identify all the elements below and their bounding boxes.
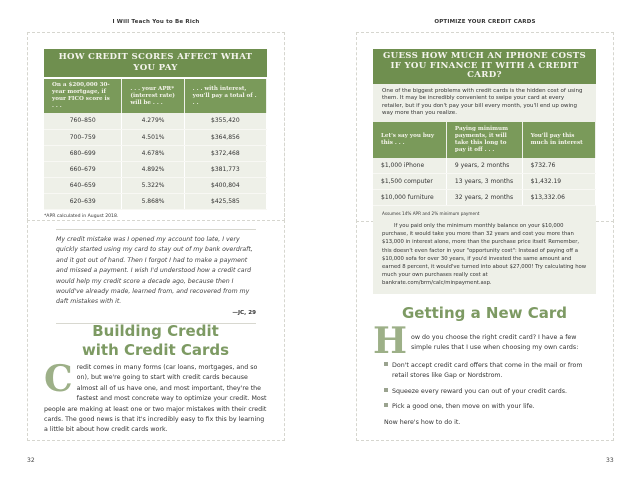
table-row: 700–759 4.501% $364,856 bbox=[44, 129, 268, 146]
cell: $355,420 bbox=[184, 113, 268, 130]
col-header: You'll pay this much in interest bbox=[522, 121, 597, 158]
running-head-right: OPTIMIZE YOUR CREDIT CARDS bbox=[434, 19, 536, 25]
body-text: redit comes in many forms (car loans, mo… bbox=[44, 364, 267, 434]
section-heading: Building Credit with Credit Cards bbox=[44, 322, 267, 360]
col-header: . . . with interest, you'll pay a total … bbox=[184, 79, 268, 113]
cell: 760–850 bbox=[44, 113, 123, 130]
cell: 4.892% bbox=[121, 161, 185, 178]
page-number: 33 bbox=[606, 457, 614, 464]
col-header: On a $200,000 30-year mortgage, if your … bbox=[44, 79, 123, 113]
cell: 620–639 bbox=[44, 193, 123, 210]
box-paragraph: If you paid only the minimum monthly bal… bbox=[382, 223, 587, 287]
credit-score-table: HOW CREDIT SCORES AFFECT WHAT YOU PAY On… bbox=[44, 49, 268, 219]
col-header: Let's say you buy this . . . bbox=[373, 121, 447, 158]
heading-line: with Credit Cards bbox=[81, 341, 230, 359]
box-title: GUESS HOW MUCH AN IPHONE COSTS IF YOU FI… bbox=[373, 49, 596, 84]
cell: 640–659 bbox=[44, 177, 123, 194]
cell: 13 years, 3 months bbox=[446, 173, 523, 190]
drop-cap: C bbox=[44, 358, 73, 400]
section-heading: Getting a New Card bbox=[401, 304, 568, 322]
section-body: C redit comes in many forms (car loans, … bbox=[44, 358, 268, 436]
cell: 32 years, 2 months bbox=[446, 189, 523, 206]
body-text: ow do you choose the right credit card? … bbox=[411, 334, 579, 352]
bullet-item: Don't accept credit card offers that com… bbox=[384, 361, 594, 382]
cell: $1,000 iPhone bbox=[373, 157, 447, 174]
cell: $13,332.06 bbox=[522, 189, 597, 206]
drop-cap: H bbox=[373, 320, 408, 362]
bullet-item: Pick a good one, then move on with your … bbox=[384, 402, 594, 412]
quote-text: My credit mistake was I opened my accoun… bbox=[56, 236, 253, 306]
table-row: 640–659 5.322% $400,804 bbox=[44, 177, 268, 194]
section-intro: H ow do you choose the right credit card… bbox=[373, 320, 596, 362]
cell: 4.501% bbox=[121, 129, 185, 146]
cell: 4.279% bbox=[121, 113, 185, 130]
cell: $364,856 bbox=[184, 129, 268, 146]
table-row: $10,000 furniture 32 years, 2 months $13,3… bbox=[373, 189, 597, 206]
cell: 680–699 bbox=[44, 145, 123, 162]
heading-line: Building Credit bbox=[92, 322, 219, 340]
bullet-list: Don't accept credit card offers that com… bbox=[384, 361, 594, 428]
table-row: $1,000 iPhone 9 years, 2 months $732.76 bbox=[373, 157, 597, 174]
pull-quote: My credit mistake was I opened my accoun… bbox=[56, 229, 256, 324]
table-row: 760–850 4.279% $355,420 bbox=[44, 113, 268, 130]
table-row: $1,500 computer 13 years, 3 months $1,432.… bbox=[373, 173, 597, 190]
table-row: 680–699 4.678% $372,468 bbox=[44, 145, 268, 162]
cell: 5.868% bbox=[121, 193, 185, 210]
table-footnote: *APR calculated in August 2018. bbox=[44, 213, 119, 219]
col-header: Paying minimum payments, it will take th… bbox=[446, 121, 523, 158]
bullet-item: Squeeze every reward you can out of your… bbox=[384, 387, 594, 397]
closing-text: Now here's how to do it. bbox=[384, 418, 461, 426]
box-footnote: Assumes 14% APR and 2% minimum payment bbox=[382, 211, 480, 216]
cell: 660–679 bbox=[44, 161, 123, 178]
page-number: 32 bbox=[27, 457, 35, 464]
quote-attribution: —JC, 29 bbox=[232, 309, 256, 316]
table-row: 620–639 5.868% $425,585 bbox=[44, 193, 268, 210]
running-head-left: I Will Teach You to Be Rich bbox=[112, 19, 200, 25]
table-title: HOW CREDIT SCORES AFFECT WHAT YOU PAY bbox=[44, 49, 267, 77]
cell: $425,585 bbox=[184, 193, 268, 210]
table-row: 660–679 4.892% $381,773 bbox=[44, 161, 268, 178]
left-frame-lower bbox=[27, 220, 285, 441]
cell: $1,500 computer bbox=[373, 173, 447, 190]
cell: $381,773 bbox=[184, 161, 268, 178]
col-header: . . . your APR* (interest rate) will be … bbox=[121, 79, 185, 113]
cell: 700–759 bbox=[44, 129, 123, 146]
cell: $1,432.19 bbox=[522, 173, 597, 190]
iphone-cost-box: GUESS HOW MUCH AN IPHONE COSTS IF YOU FI… bbox=[373, 49, 597, 294]
box-intro: One of the biggest problems with credit … bbox=[382, 87, 583, 117]
cell: $372,468 bbox=[184, 145, 268, 162]
cell: 5.322% bbox=[121, 177, 185, 194]
cell: $732.76 bbox=[522, 157, 597, 174]
cell: $10,000 furniture bbox=[373, 189, 447, 206]
cell: 4.678% bbox=[121, 145, 185, 162]
cell: $400,804 bbox=[184, 177, 268, 194]
cell: 9 years, 2 months bbox=[446, 157, 523, 174]
